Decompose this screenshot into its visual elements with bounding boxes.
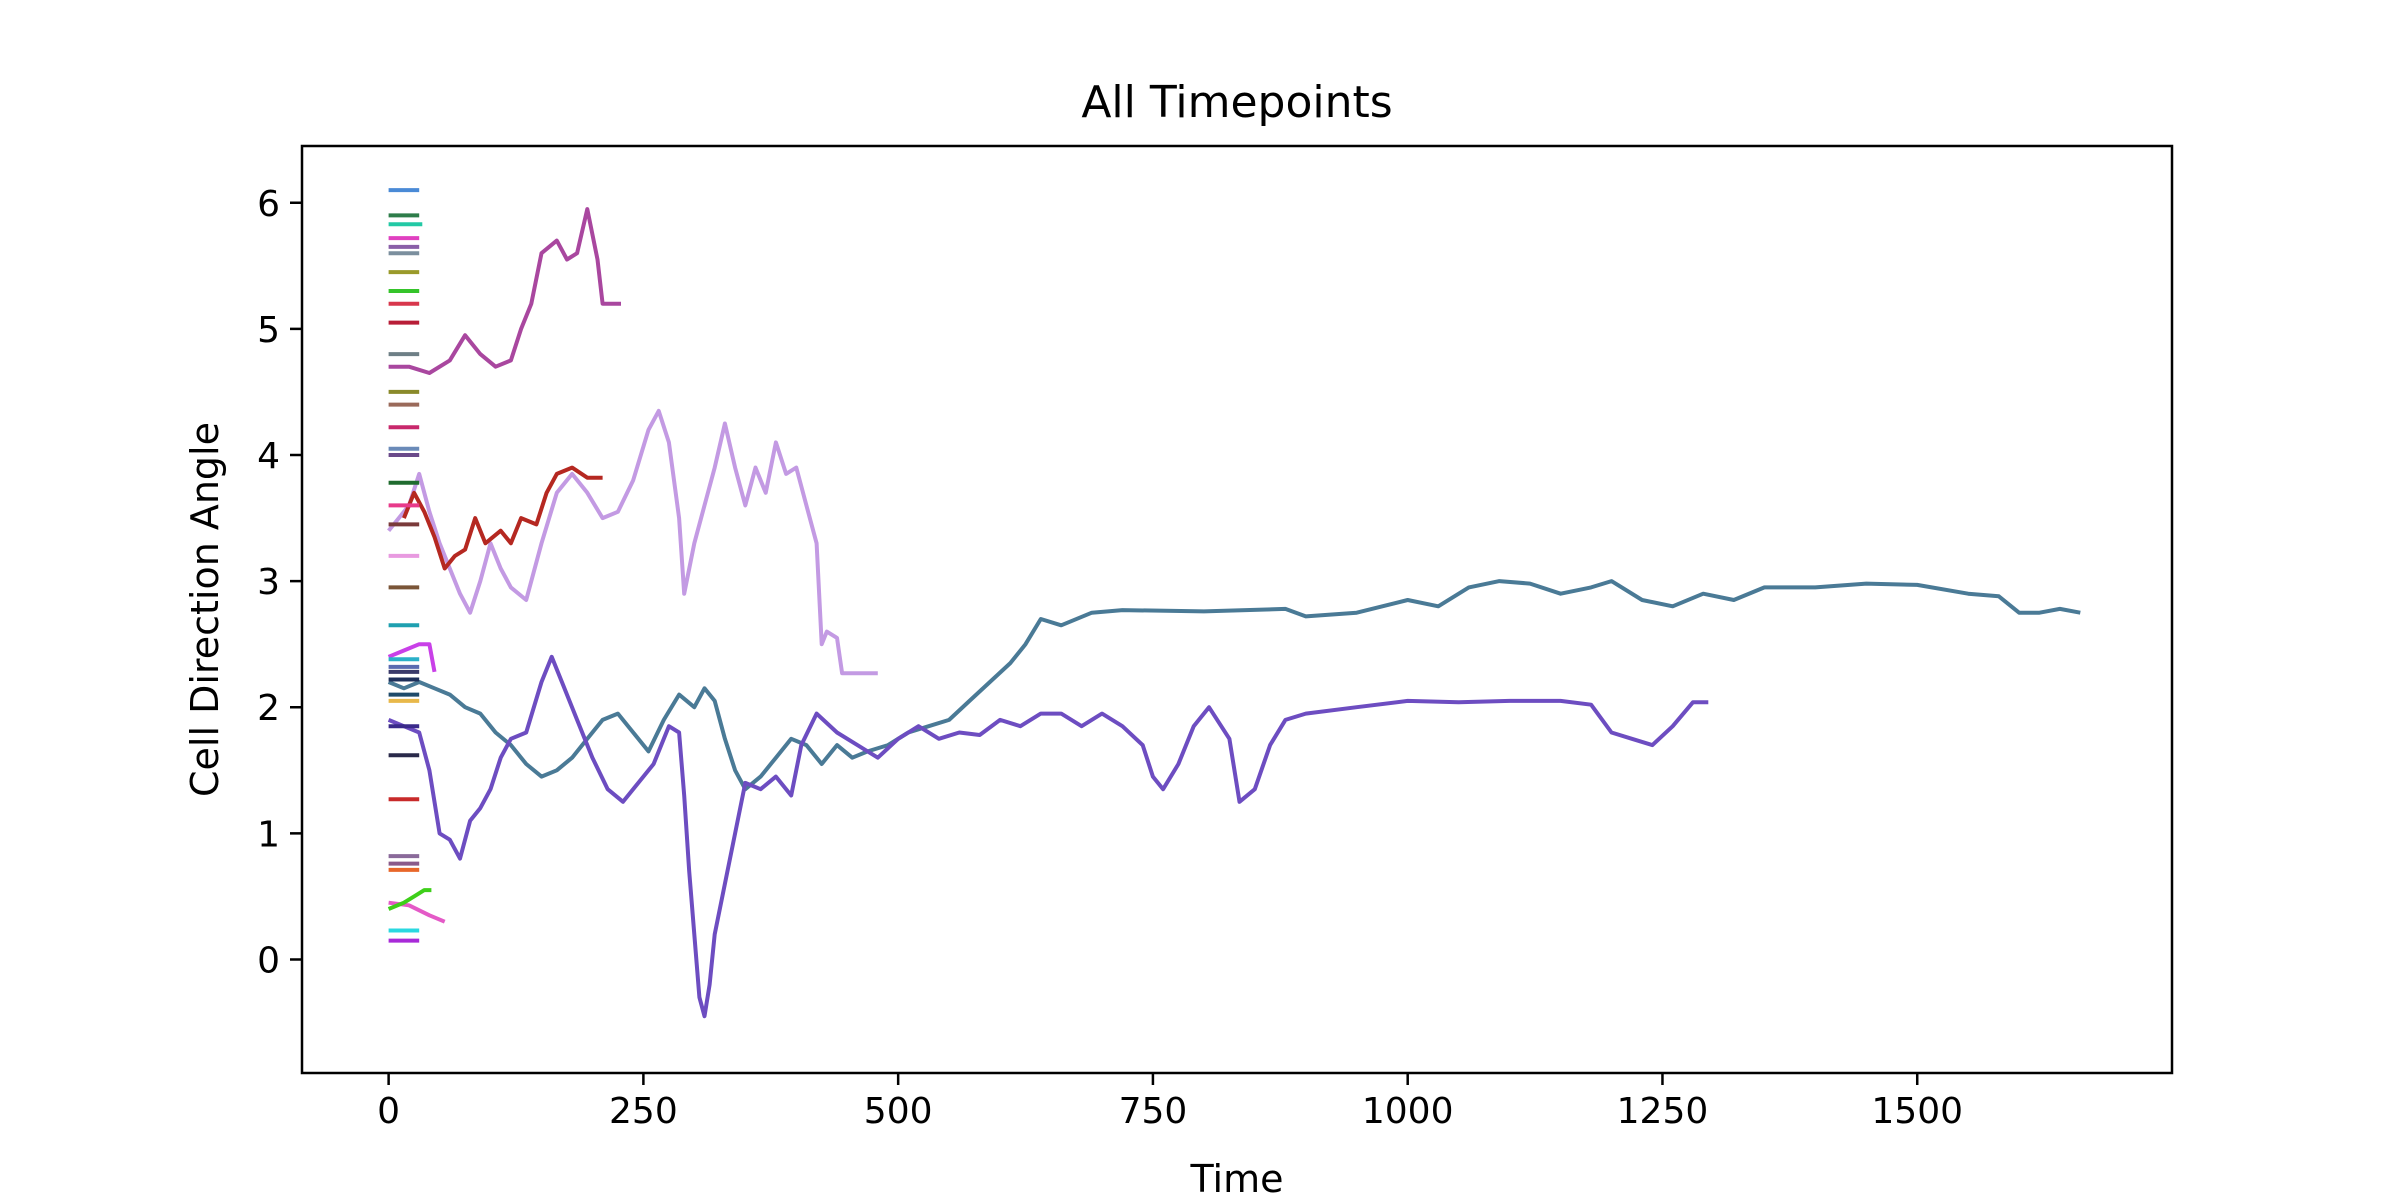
y-tick-label: 6 [257, 184, 280, 225]
series-line-2 [387, 654, 1709, 1019]
x-tick-label: 1500 [1871, 1091, 1963, 1132]
y-tick-label: 0 [257, 940, 280, 981]
x-tick-label: 1250 [1617, 1091, 1709, 1132]
y-axis-label: Cell Direction Angle [183, 422, 227, 797]
series-line-6 [387, 642, 437, 673]
x-tick-label: 750 [1119, 1091, 1188, 1132]
series-layer [387, 188, 2081, 1019]
series-line-3 [387, 408, 878, 676]
plot-frame [300, 144, 2174, 1075]
series-line-4 [402, 465, 603, 571]
y-tick-label: 4 [257, 436, 280, 477]
series-line-8 [387, 888, 432, 911]
x-tick-label: 500 [864, 1091, 933, 1132]
y-tick-label: 2 [257, 688, 280, 729]
chart-title: All Timepoints [1081, 77, 1392, 128]
x-tick-label: 0 [377, 1091, 400, 1132]
y-tick-label: 1 [257, 814, 280, 855]
y-tick-label: 5 [257, 310, 280, 351]
series-line-5 [388, 207, 621, 375]
y-tick-label: 3 [257, 562, 280, 603]
x-ticks: 0 250 500 750 1000 1250 1500 [377, 1073, 1963, 1132]
series-line-1 [387, 579, 2081, 792]
x-axis-label: Time [1190, 1157, 1284, 1200]
x-tick-label: 250 [609, 1091, 678, 1132]
x-tick-label: 1000 [1362, 1091, 1454, 1132]
y-ticks: 0 1 2 3 4 5 6 [257, 184, 302, 981]
